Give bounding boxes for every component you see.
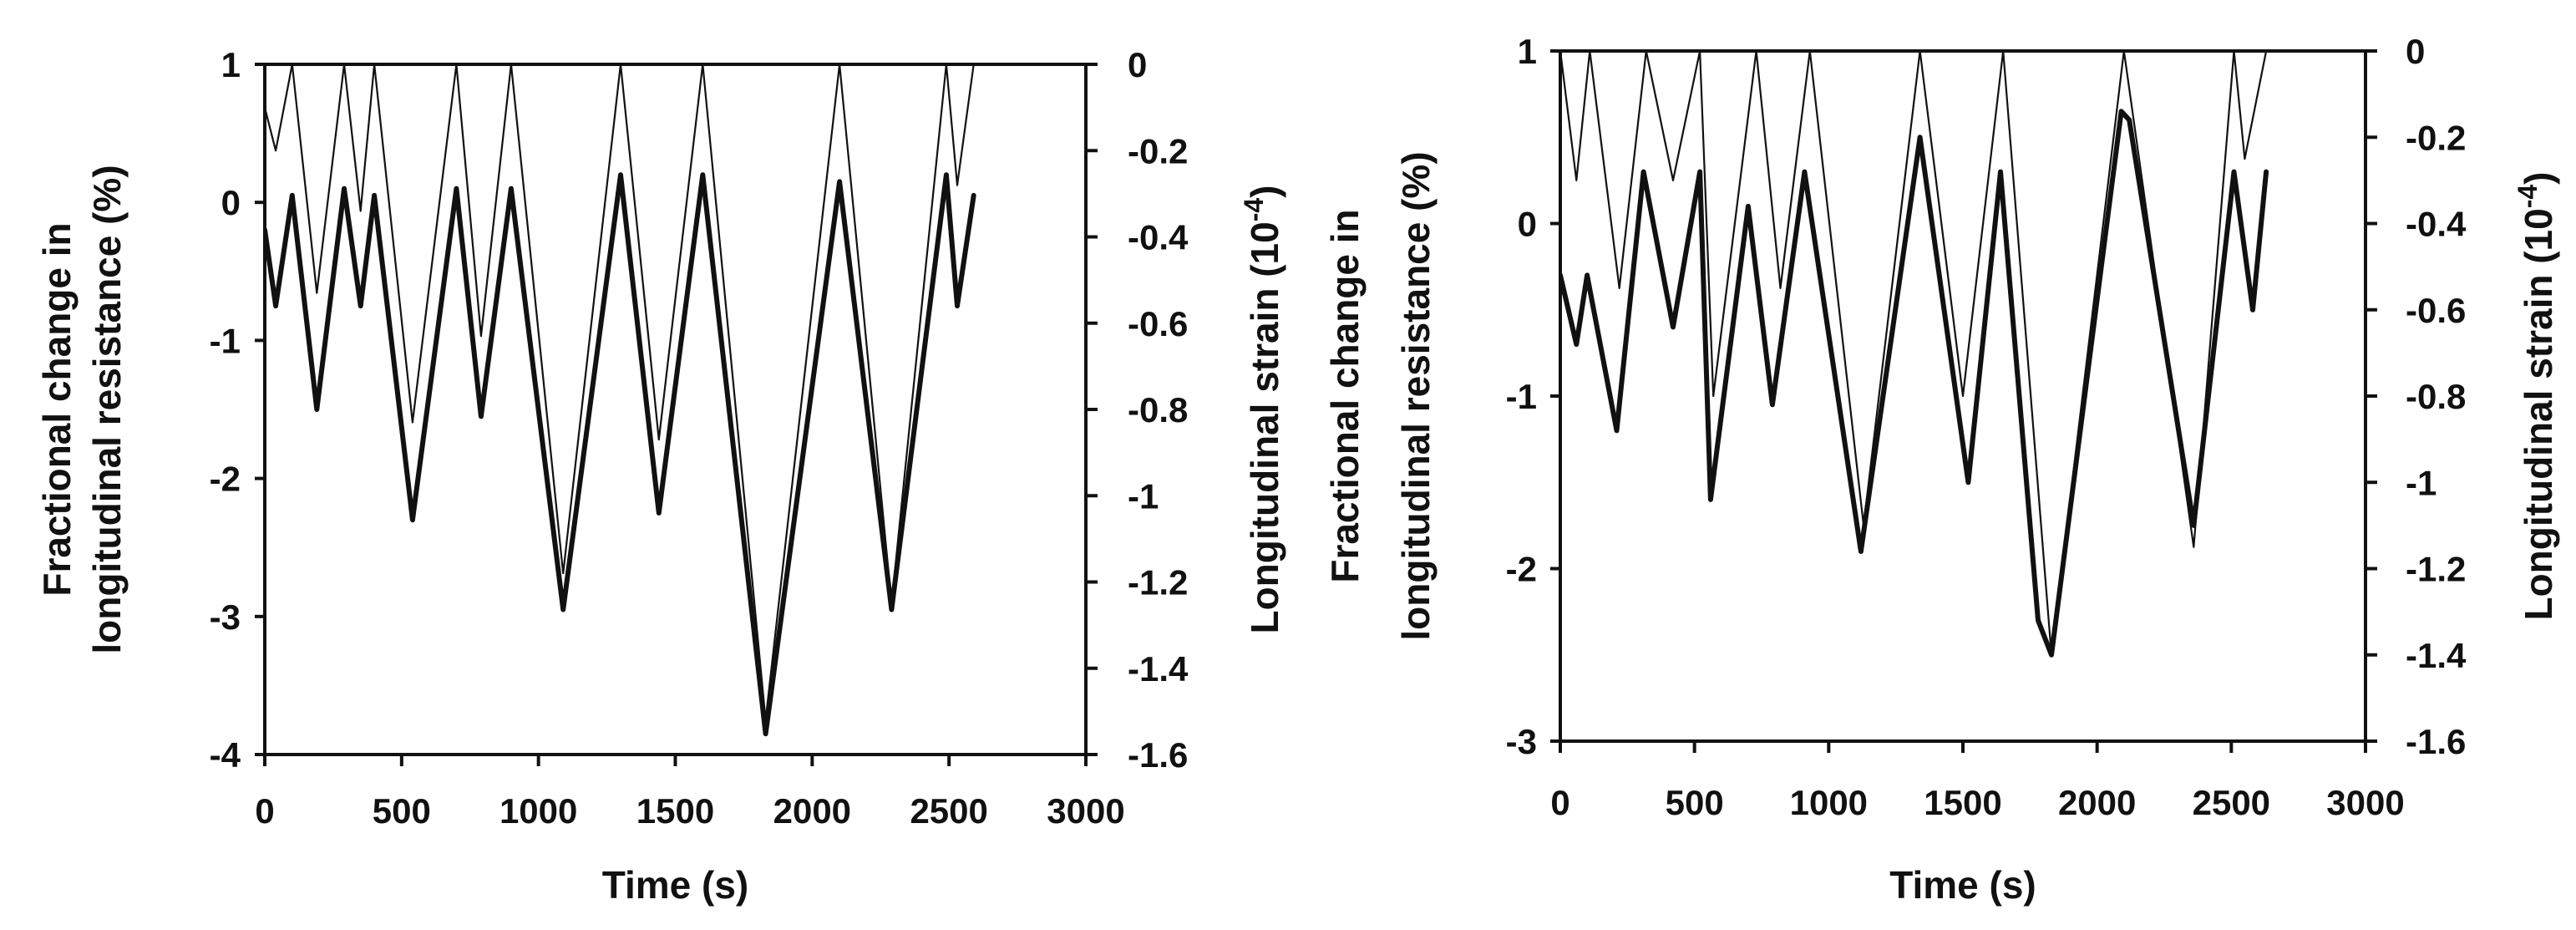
y2-axis-title-text: Longitudinal strain (10 bbox=[2517, 208, 2560, 620]
y2-axis-title-exponent: -4 bbox=[1239, 198, 1269, 222]
y2-axis-title: Longitudinal strain (10-4) bbox=[2513, 171, 2560, 620]
y2-tick-label: -0.6 bbox=[1128, 304, 1188, 343]
y-tick-label: -2 bbox=[210, 460, 241, 499]
y2-axis-title-text: Longitudinal strain (10 bbox=[1243, 221, 1286, 633]
y-tick-label: -4 bbox=[210, 735, 241, 775]
y-tick-label: -1 bbox=[1506, 377, 1537, 416]
y-tick-label: 0 bbox=[221, 183, 241, 222]
y2-axis-title-exponent: -4 bbox=[2513, 185, 2543, 209]
series-line-resistance bbox=[1560, 109, 2269, 658]
x-tick-label: 2000 bbox=[2058, 783, 2136, 822]
x-tick-label: 0 bbox=[255, 791, 274, 831]
y-tick-label: -2 bbox=[1506, 550, 1537, 589]
x-tick-label: 3000 bbox=[2326, 783, 2404, 822]
x-tick-label: 1500 bbox=[636, 791, 714, 831]
y2-tick-label: -1 bbox=[2406, 463, 2437, 502]
y2-tick-label: 0 bbox=[1128, 45, 1147, 84]
y2-tick-label: -0.8 bbox=[2406, 377, 2466, 416]
series-line-resistance bbox=[265, 172, 976, 737]
y-tick-label: -3 bbox=[1506, 722, 1537, 761]
x-tick-label: 0 bbox=[1550, 783, 1569, 822]
x-tick-label: 2500 bbox=[910, 791, 987, 831]
y-tick-label: -3 bbox=[210, 597, 241, 637]
y2-axis-title-close: ) bbox=[2517, 171, 2560, 184]
x-tick-label: 1000 bbox=[499, 791, 577, 831]
y-axis-title-line: longitudinal resistance (%) bbox=[85, 165, 129, 653]
x-tick-label: 3000 bbox=[1047, 791, 1124, 831]
y-axis-title-line: Fractional change in bbox=[1323, 209, 1367, 582]
x-axis-title: Time (s) bbox=[1889, 863, 2036, 907]
y2-axis-title-close: ) bbox=[1243, 185, 1286, 197]
y-tick-label: 0 bbox=[1518, 205, 1537, 244]
y-tick-label: 1 bbox=[221, 45, 241, 84]
y2-tick-label: -0.6 bbox=[2406, 291, 2466, 330]
y2-tick-label: -0.8 bbox=[1128, 390, 1188, 429]
series-line-strain bbox=[1560, 49, 2268, 656]
y2-tick-label: -1.4 bbox=[1128, 649, 1189, 689]
x-tick-label: 1500 bbox=[1924, 783, 2001, 822]
y2-tick-label: -1.2 bbox=[2406, 550, 2466, 589]
chart-panel-right: 1 0 -1 -2 -3 0 -0.2 -0.4 -0.6 -0.8 -1 -1.2 -1.4 -1.6 0… bbox=[1323, 32, 2560, 907]
y2-tick-label: -0.2 bbox=[1128, 131, 1188, 170]
y-axis-title-line: Fractional change in bbox=[35, 222, 79, 596]
y2-tick-label: -1.4 bbox=[2406, 636, 2467, 675]
x-tick-label: 2000 bbox=[773, 791, 851, 831]
y2-axis-title: Longitudinal strain (10-4) bbox=[1239, 185, 1286, 633]
y2-tick-label: -0.4 bbox=[2406, 205, 2467, 244]
y-tick-label: -1 bbox=[210, 321, 241, 360]
x-tick-label: 500 bbox=[373, 791, 431, 831]
y2-tick-label: -1.6 bbox=[1128, 735, 1188, 775]
y2-tick-label: -0.4 bbox=[1128, 218, 1189, 257]
series-line-strain bbox=[265, 63, 975, 721]
y2-tick-label: -1.2 bbox=[1128, 563, 1188, 602]
x-axis-title: Time (s) bbox=[602, 863, 749, 907]
chart-panel-left: 1 0 -1 -2 -3 -4 0 -0.2 -0.4 -0.6 -0.8 -1 -1.2 -1.4 -1.… bbox=[35, 45, 1286, 907]
y2-tick-label: -1 bbox=[1128, 476, 1159, 516]
y-axis-title-line: longitudinal resistance (%) bbox=[1394, 151, 1438, 640]
y2-tick-label: -1.6 bbox=[2406, 722, 2466, 761]
x-tick-label: 1000 bbox=[1790, 783, 1868, 822]
x-tick-label: 2500 bbox=[2193, 783, 2270, 822]
y2-tick-label: 0 bbox=[2406, 32, 2425, 71]
y-tick-label: 1 bbox=[1518, 32, 1537, 71]
x-tick-label: 500 bbox=[1666, 783, 1724, 822]
y2-tick-label: -0.2 bbox=[2406, 118, 2466, 157]
